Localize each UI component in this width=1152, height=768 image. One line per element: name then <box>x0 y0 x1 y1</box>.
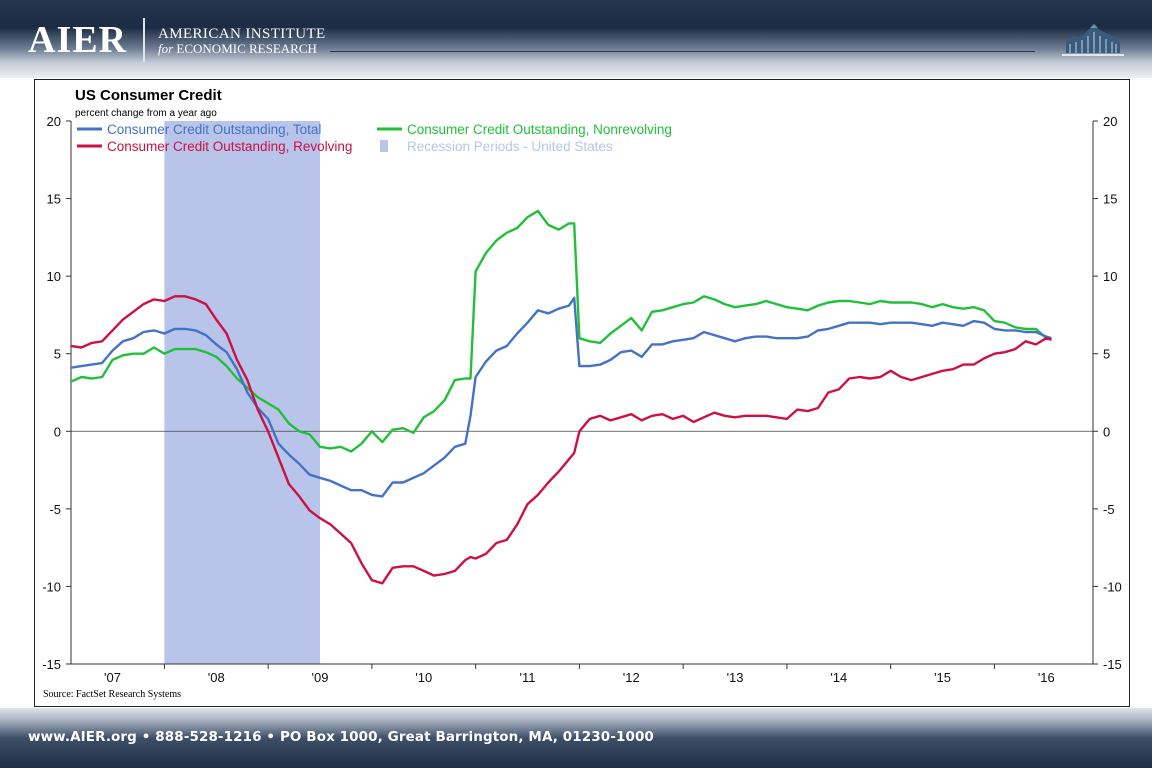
logo-divider <box>143 18 145 62</box>
y-tick-label-right: -5 <box>1103 502 1115 517</box>
footer-banner: www.AIER.org • 888-528-1216 • PO Box 100… <box>0 708 1152 768</box>
chart-source: Source: FactSet Research Systems <box>43 689 181 700</box>
y-tick-label-right: 0 <box>1103 424 1110 439</box>
plot-area: -15 -15 -10 -10 -5 -5 0 0 5 5 10 10 15 15 20 20 '07 '08 '0… <box>42 114 1122 685</box>
chart-frame: -15 -15 -10 -10 -5 -5 0 0 5 5 10 10 15 15 20 20 '07 '08 '0… <box>34 79 1130 707</box>
legend-label-3: Recession Periods - United States <box>407 139 613 154</box>
building-icon <box>1062 24 1124 56</box>
y-tick-label-left: 0 <box>54 424 61 439</box>
y-tick-label-left: -10 <box>42 579 61 594</box>
y-tick-label-right: -15 <box>1103 657 1122 672</box>
x-tick-label: '07 <box>104 670 121 685</box>
legend: Consumer Credit Outstanding, Total Consum… <box>77 122 672 154</box>
y-tick-label-right: 15 <box>1103 192 1117 207</box>
y-tick-label-left: 5 <box>54 347 61 362</box>
x-tick-label: '15 <box>934 670 951 685</box>
chart-title: US Consumer Credit <box>75 87 222 104</box>
institute-name-line2-text: ECONOMIC RESEARCH <box>176 41 317 56</box>
recession-band <box>164 121 321 664</box>
series-line-0 <box>70 296 1052 498</box>
chart-subtitle: percent change from a year ago <box>75 108 217 119</box>
header-banner: AIER AMERICAN INSTITUTE for ECONOMIC RES… <box>0 0 1152 78</box>
x-tick-label: '11 <box>520 670 536 685</box>
footer-contact: www.AIER.org • 888-528-1216 • PO Box 100… <box>28 729 654 745</box>
x-tick-label: '10 <box>415 670 432 685</box>
x-tick-label: '14 <box>830 670 847 685</box>
y-tick-label-left: 20 <box>47 114 61 129</box>
x-tick-label: '12 <box>623 670 640 685</box>
x-tick-label: '16 <box>1038 670 1055 685</box>
series-line-1 <box>70 209 1052 453</box>
chart-svg: -15 -15 -10 -10 -5 -5 0 0 5 5 10 10 15 15 20 20 '07 '08 '0… <box>42 87 1122 700</box>
y-tick-label-right: -10 <box>1103 579 1122 594</box>
y-tick-label-right: 10 <box>1103 269 1117 284</box>
legend-swatch-3 <box>380 140 388 152</box>
series-line-2 <box>70 295 1052 585</box>
institute-name-line2: for ECONOMIC RESEARCH <box>158 41 317 57</box>
institute-name-line1: AMERICAN INSTITUTE <box>158 26 326 42</box>
y-tick-label-right: 20 <box>1103 114 1117 129</box>
x-tick-label: '09 <box>312 670 329 685</box>
institute-for: for <box>158 41 174 56</box>
header-rule <box>330 51 1035 52</box>
y-tick-label-left: 10 <box>47 269 61 284</box>
y-tick-label-right: 5 <box>1103 347 1110 362</box>
legend-label-2: Consumer Credit Outstanding, Revolving <box>107 139 352 154</box>
legend-label-1: Consumer Credit Outstanding, Nonrevolvin… <box>407 122 672 137</box>
legend-label-0: Consumer Credit Outstanding, Total <box>107 122 321 137</box>
y-tick-label-left: -5 <box>49 502 61 517</box>
x-tick-label: '13 <box>727 670 744 685</box>
y-tick-label-left: 15 <box>47 192 61 207</box>
aier-logo: AIER <box>28 19 128 61</box>
y-tick-label-left: -15 <box>42 657 61 672</box>
x-tick-label: '08 <box>208 670 225 685</box>
